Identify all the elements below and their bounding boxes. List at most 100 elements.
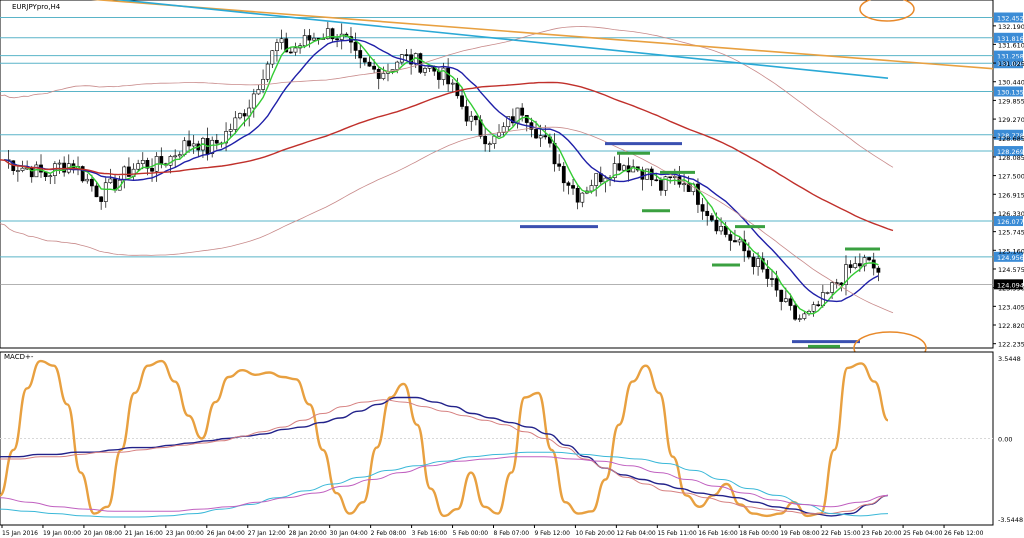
candle	[159, 156, 164, 164]
price-pane-frame	[0, 0, 994, 349]
candle	[848, 264, 853, 268]
price-tick-label: 129.270	[998, 116, 1024, 124]
candle	[816, 304, 821, 307]
price-tick-label: 124.575	[998, 266, 1024, 274]
macd-series-cyan	[0, 451, 889, 518]
candle	[825, 292, 830, 294]
candle	[487, 143, 492, 146]
candle	[783, 298, 788, 302]
candle	[622, 165, 626, 171]
level-tag-bg	[994, 50, 1023, 61]
candle	[99, 196, 104, 202]
candle	[830, 282, 835, 293]
level-tag: 131.816	[997, 35, 1024, 43]
candle	[362, 57, 367, 63]
candle	[473, 115, 478, 121]
candle	[464, 106, 469, 122]
level-tag-bg	[994, 146, 1023, 157]
candle	[543, 135, 548, 138]
candle	[714, 219, 719, 232]
candle	[265, 63, 270, 80]
candle	[797, 318, 802, 320]
candle	[288, 51, 293, 54]
candle	[746, 250, 751, 258]
sma-slow-line	[0, 81, 894, 232]
candle	[140, 160, 145, 164]
x-tick-label: 15 Feb 11:00	[657, 530, 697, 537]
x-tick-label: 16 Feb 16:00	[698, 530, 738, 537]
indicator-label: MACD+-	[4, 353, 34, 361]
candle	[90, 178, 94, 187]
candle	[756, 258, 760, 267]
price-tick-label: 128.085	[998, 154, 1024, 162]
candle	[659, 179, 663, 191]
candle	[43, 171, 48, 178]
macd-series-pink	[0, 399, 889, 515]
candle	[506, 116, 511, 128]
candle	[853, 263, 858, 268]
candle	[275, 42, 279, 52]
x-tick-label: 30 Jan 04:00	[330, 530, 368, 537]
candle	[501, 126, 506, 133]
candle	[663, 176, 668, 191]
candle	[862, 257, 867, 267]
candle	[751, 256, 756, 267]
candle	[571, 185, 575, 189]
candle	[640, 169, 645, 180]
candle	[733, 240, 737, 243]
candle	[173, 155, 178, 158]
candle	[709, 215, 714, 221]
candle	[654, 179, 659, 182]
candle	[682, 183, 686, 186]
candle	[779, 289, 784, 302]
candle	[436, 70, 441, 80]
candle	[686, 183, 691, 192]
macd-tick-label: 0.00	[998, 436, 1012, 444]
price-pane	[0, 0, 994, 365]
level-tag: 132.452	[997, 14, 1024, 22]
candle	[335, 38, 339, 41]
candle	[279, 38, 284, 43]
level-tag: 131.258	[997, 53, 1024, 61]
level-tag: 130.135	[997, 88, 1024, 96]
sma-mid-line	[3, 38, 879, 303]
candle	[575, 187, 580, 203]
candle	[793, 305, 798, 320]
envelope-lower	[0, 126, 894, 314]
x-tick-label: 10 Feb 20:00	[575, 530, 615, 537]
price-tick-label: 126.915	[998, 191, 1024, 199]
candle	[589, 185, 594, 192]
candle	[270, 50, 275, 65]
candle	[561, 166, 566, 184]
candle	[15, 170, 20, 172]
candle	[284, 38, 289, 53]
level-tag: 128.269	[997, 148, 1024, 156]
candle	[520, 107, 525, 116]
envelope-upper	[0, 25, 894, 168]
x-tick-label: 2 Feb 08:00	[371, 530, 407, 537]
candle	[857, 263, 862, 267]
candle	[788, 298, 793, 306]
current-price-tag: 124.094	[997, 281, 1024, 289]
candle	[330, 28, 335, 40]
highlight-ellipse	[859, 0, 915, 22]
candle	[187, 140, 191, 147]
candle	[228, 129, 233, 132]
candle	[103, 182, 108, 202]
candle	[566, 182, 571, 186]
candle	[668, 176, 673, 179]
candle	[293, 47, 298, 53]
candle	[705, 210, 710, 216]
candle	[127, 166, 131, 177]
macd-tick-label: -3.5448	[998, 516, 1023, 524]
candle	[446, 67, 451, 85]
price-tick-label: 127.500	[998, 173, 1024, 181]
x-tick-label: 28 Jan 20:00	[289, 530, 327, 537]
candle	[62, 162, 67, 173]
candle	[256, 89, 261, 95]
price-tick-label: 123.405	[998, 303, 1024, 311]
candle	[238, 113, 242, 119]
level-tag-bg	[994, 86, 1023, 97]
